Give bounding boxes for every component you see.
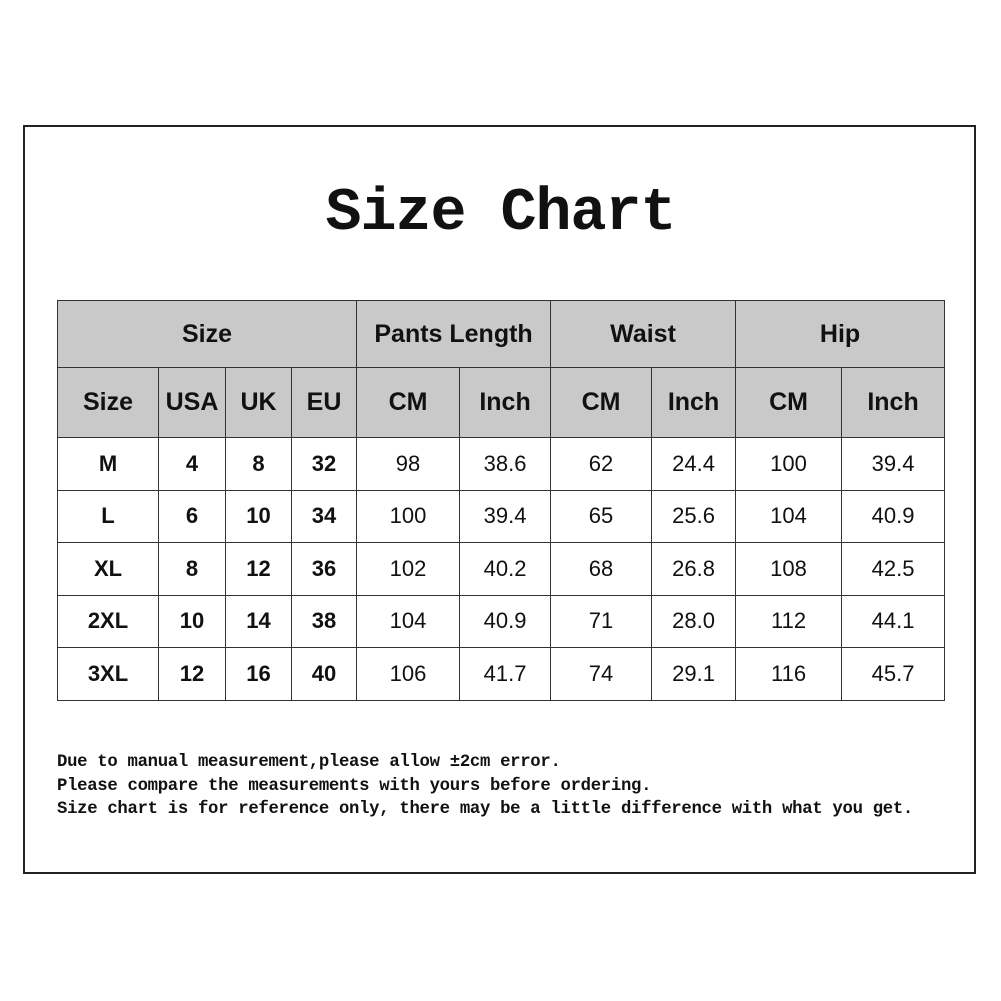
column-header: USA <box>158 367 226 438</box>
group-header-hip: Hip <box>735 300 946 368</box>
table-cell: 104 <box>735 489 843 543</box>
table-cell: 41.7 <box>459 647 552 701</box>
table-cell: 108 <box>735 542 843 596</box>
table-cell: 8 <box>225 437 292 491</box>
chart-frame <box>23 125 976 874</box>
table-cell: 3XL <box>57 647 159 701</box>
note-line: Please compare the measurements with you… <box>57 776 652 796</box>
column-header: Inch <box>459 367 552 438</box>
column-header: EU <box>290 367 358 438</box>
table-cell: 45.7 <box>841 647 946 701</box>
group-header-pants-length: Pants Length <box>356 300 552 368</box>
column-header: CM <box>550 367 653 438</box>
table-cell: 39.4 <box>841 437 946 491</box>
table-cell: 10 <box>225 489 292 543</box>
column-header: Size <box>57 367 159 438</box>
table-row: M 4 8 32 98 38.6 62 24.4 100 39.4 <box>57 437 946 491</box>
table-cell: 102 <box>356 542 461 596</box>
table-cell: 36 <box>290 542 358 596</box>
notes: Due to manual measurement,please allow ±… <box>57 751 913 822</box>
note-line: Due to manual measurement,please allow ±… <box>57 753 561 772</box>
table-cell: M <box>57 437 159 491</box>
table-cell: 116 <box>735 647 843 701</box>
group-header-waist: Waist <box>550 300 737 368</box>
table-row: 3XL 12 16 40 106 41.7 74 29.1 116 45.7 <box>57 647 946 701</box>
table-cell: 24.4 <box>651 437 737 491</box>
table-cell: 65 <box>550 489 653 543</box>
table-cell: 40 <box>290 647 358 701</box>
table-cell: 38 <box>290 594 358 648</box>
size-table: Size Pants Length Waist Hip Size USA UK EU C… <box>56 300 946 701</box>
column-header: Inch <box>841 367 946 438</box>
column-header: Inch <box>651 367 737 438</box>
table-row: 2XL 10 14 38 104 40.9 71 28.0 112 44.1 <box>57 594 946 648</box>
table-cell: 39.4 <box>459 489 552 543</box>
table-cell: L <box>57 489 159 543</box>
table-cell: 8 <box>158 542 226 596</box>
table-cell: 40.2 <box>459 542 552 596</box>
group-header-size: Size <box>56 300 358 368</box>
table-cell: 16 <box>225 647 292 701</box>
table-cell: 42.5 <box>841 542 946 596</box>
table-cell: 40.9 <box>841 489 946 543</box>
table-cell: 104 <box>356 594 461 648</box>
note-line: Size chart is for reference only, there … <box>57 800 913 819</box>
table-cell: 34 <box>290 489 358 543</box>
table-cell: 14 <box>225 594 292 648</box>
page-title: Size Chart <box>325 180 676 248</box>
table-cell: 12 <box>225 542 292 596</box>
table-cell: 6 <box>158 489 226 543</box>
table-row: L 6 10 34 100 39.4 65 25.6 104 40.9 <box>57 489 946 543</box>
table-cell: 10 <box>158 594 226 648</box>
table-cell: 112 <box>735 594 843 648</box>
table-cell: 12 <box>158 647 226 701</box>
table-cell: 29.1 <box>651 647 737 701</box>
table-cell: 106 <box>356 647 461 701</box>
table-cell: 4 <box>158 437 226 491</box>
column-header: CM <box>735 367 843 438</box>
column-header: CM <box>356 367 461 438</box>
table-cell: 38.6 <box>459 437 552 491</box>
table-cell: 98 <box>356 437 461 491</box>
table-cell: 62 <box>550 437 653 491</box>
table-row: XL 8 12 36 102 40.2 68 26.8 108 42.5 <box>57 542 946 596</box>
table-cell: 68 <box>550 542 653 596</box>
table-cell: 25.6 <box>651 489 737 543</box>
column-header: UK <box>225 367 292 438</box>
table-cell: 40.9 <box>459 594 552 648</box>
table-cell: 100 <box>356 489 461 543</box>
table-cell: 100 <box>735 437 843 491</box>
table-cell: XL <box>57 542 159 596</box>
table-cell: 32 <box>290 437 358 491</box>
table-cell: 44.1 <box>841 594 946 648</box>
table-cell: 28.0 <box>651 594 737 648</box>
table-cell: 71 <box>550 594 653 648</box>
table-cell: 74 <box>550 647 653 701</box>
table-cell: 2XL <box>57 594 159 648</box>
table-cell: 26.8 <box>651 542 737 596</box>
